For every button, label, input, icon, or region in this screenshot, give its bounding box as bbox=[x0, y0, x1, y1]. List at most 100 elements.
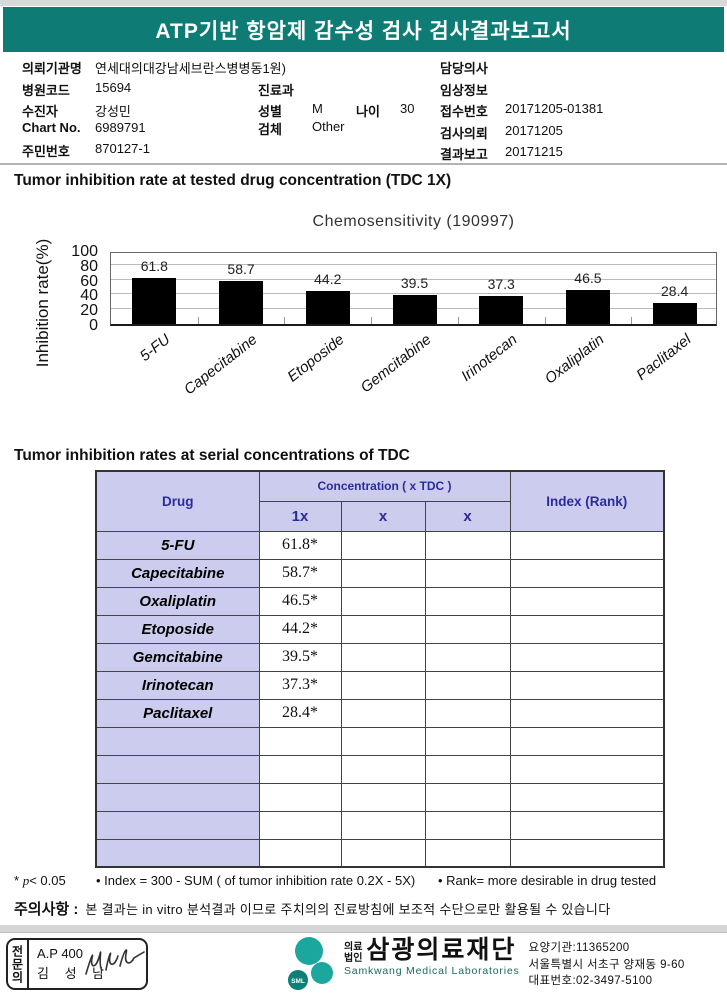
footnote-index-formula: • Index = 300 - SUM ( of tumor inhibitio… bbox=[96, 873, 416, 888]
table-header-concentration: Concentration ( x TDC ) bbox=[258, 470, 511, 502]
value-cell bbox=[509, 782, 665, 812]
table-row: Capecitabine 58.7* bbox=[95, 558, 665, 588]
report-header-band: ATP기반 항암제 감수성 검사 검사결과보고서 bbox=[3, 7, 724, 52]
value-cell bbox=[424, 558, 511, 588]
chart-y-axis-label: Inhibition rate(%) bbox=[33, 238, 52, 368]
specialist-stamp-main: A.P 400 김 성 남 bbox=[29, 940, 146, 988]
value-cell: 61.8* bbox=[258, 530, 342, 560]
value-cell bbox=[424, 670, 511, 700]
table-header-drug: Drug bbox=[95, 470, 260, 532]
value-cell bbox=[258, 754, 342, 784]
lab-logo-block: SML 의료 법인 삼광의료재단 Samkwang Medical Labora… bbox=[286, 936, 685, 998]
value-cell bbox=[424, 838, 511, 868]
x-category-label: Irinotecan bbox=[458, 331, 521, 385]
age-label: 나이 bbox=[356, 104, 380, 119]
clinical-info-label: 임상정보 bbox=[440, 83, 488, 98]
org-value: 연세대의대강남세브란스병병동1원) bbox=[95, 61, 286, 76]
patient-label: 수진자 bbox=[22, 104, 58, 119]
drug-name-cell bbox=[95, 838, 260, 868]
x-axis-tick bbox=[631, 317, 633, 324]
value-cell bbox=[258, 782, 342, 812]
value-cell bbox=[509, 586, 665, 616]
value-cell: 44.2* bbox=[258, 614, 342, 644]
patient-value: 강성민 bbox=[95, 104, 131, 119]
resident-no-label: 주민번호 bbox=[22, 144, 70, 159]
value-cell bbox=[258, 726, 342, 756]
table-row: Irinotecan 37.3* bbox=[95, 670, 665, 700]
value-cell bbox=[509, 558, 665, 588]
report-date-value: 20171215 bbox=[505, 144, 563, 159]
value-cell bbox=[509, 698, 665, 728]
chart-bar-irinotecan bbox=[479, 296, 524, 324]
table-row: Paclitaxel 28.4* bbox=[95, 698, 665, 728]
value-cell bbox=[424, 810, 511, 840]
report-date-label: 결과보고 bbox=[440, 147, 488, 162]
value-cell: 28.4* bbox=[258, 698, 342, 728]
doctor-label: 담당의사 bbox=[440, 61, 488, 76]
x-category-label: Etoposide bbox=[284, 331, 348, 386]
value-cell bbox=[509, 614, 665, 644]
bar-value-label: 37.3 bbox=[487, 276, 515, 293]
drug-name-cell bbox=[95, 726, 260, 756]
x-category-label: Paclitaxel bbox=[633, 331, 695, 384]
x-axis-tick bbox=[197, 317, 199, 324]
info-divider bbox=[0, 163, 727, 165]
table-row: 5-FU 61.8* bbox=[95, 530, 665, 560]
y-tick-label: 0 bbox=[89, 317, 98, 334]
lab-name: 삼광의료재단 bbox=[366, 936, 517, 964]
resident-no-value: 870127-1 bbox=[95, 141, 150, 156]
value-cell bbox=[340, 614, 426, 644]
x-axis-tick bbox=[457, 317, 459, 324]
drug-name-cell: Irinotecan bbox=[95, 670, 260, 700]
specialist-stamp-box: 전문의 A.P 400 김 성 남 bbox=[6, 938, 148, 990]
bar-value-label: 44.2 bbox=[314, 271, 342, 288]
value-cell: 46.5* bbox=[258, 586, 342, 616]
sml-logo-icon: SML bbox=[288, 937, 333, 990]
table-row bbox=[95, 782, 665, 812]
notice-text: 본 결과는 in vitro 분석결과 이므로 주치의의 진료방침에 보조적 수… bbox=[85, 902, 611, 917]
y-tick-label: 60 bbox=[80, 272, 98, 290]
table-row: Oxaliplatin 46.5* bbox=[95, 586, 665, 616]
footer-divider bbox=[0, 925, 727, 933]
table-header-x3: x bbox=[424, 500, 511, 532]
table-row bbox=[95, 810, 665, 840]
specimen-value: Other bbox=[312, 119, 345, 134]
table-header-index-rank: Index (Rank) bbox=[509, 470, 665, 532]
org-label: 의뢰기관명 bbox=[22, 61, 82, 76]
value-cell bbox=[424, 586, 511, 616]
sex-label: 성별 bbox=[258, 104, 282, 119]
table-row: Gemcitabine 39.5* bbox=[95, 642, 665, 672]
dept-label: 진료과 bbox=[258, 83, 294, 98]
chemosensitivity-chart: Chemosensitivity (190997) Inhibition rat… bbox=[0, 205, 727, 437]
table-row: Etoposide 44.2* bbox=[95, 614, 665, 644]
request-date-value: 20171205 bbox=[505, 123, 563, 138]
value-cell: 37.3* bbox=[258, 670, 342, 700]
value-cell bbox=[509, 530, 665, 560]
value-cell bbox=[509, 670, 665, 700]
x-category-label: Oxaliplatin bbox=[541, 331, 608, 388]
value-cell bbox=[258, 810, 342, 840]
value-cell bbox=[424, 614, 511, 644]
drug-name-cell: Capecitabine bbox=[95, 558, 260, 588]
bar-value-label: 58.7 bbox=[227, 260, 255, 277]
bar-value-label: 61.8 bbox=[140, 258, 168, 275]
drug-name-cell bbox=[95, 754, 260, 784]
bar-value-label: 39.5 bbox=[400, 274, 429, 291]
request-date-label: 검사의뢰 bbox=[440, 126, 488, 141]
table-row bbox=[95, 726, 665, 756]
specialist-code: A.P 400 bbox=[37, 946, 84, 961]
chart-bar-capecitabine bbox=[219, 280, 264, 324]
sex-value: M bbox=[312, 101, 323, 116]
x-category-label: Capecitabine bbox=[181, 331, 261, 399]
lab-name-block: 의료 법인 삼광의료재단 Samkwang Medical Laboratori… bbox=[344, 936, 520, 977]
drug-name-cell: 5-FU bbox=[95, 530, 260, 560]
chart-y-ticks: 0 20 40 60 80 100 bbox=[58, 244, 102, 334]
value-cell bbox=[340, 558, 426, 588]
lab-name-english: Samkwang Medical Laboratories bbox=[344, 965, 520, 977]
value-cell bbox=[509, 754, 665, 784]
age-value: 30 bbox=[400, 101, 415, 116]
chart-bar-oxaliplatin bbox=[565, 289, 610, 324]
x-axis-tick bbox=[284, 317, 286, 324]
value-cell bbox=[424, 726, 511, 756]
value-cell bbox=[340, 530, 426, 560]
